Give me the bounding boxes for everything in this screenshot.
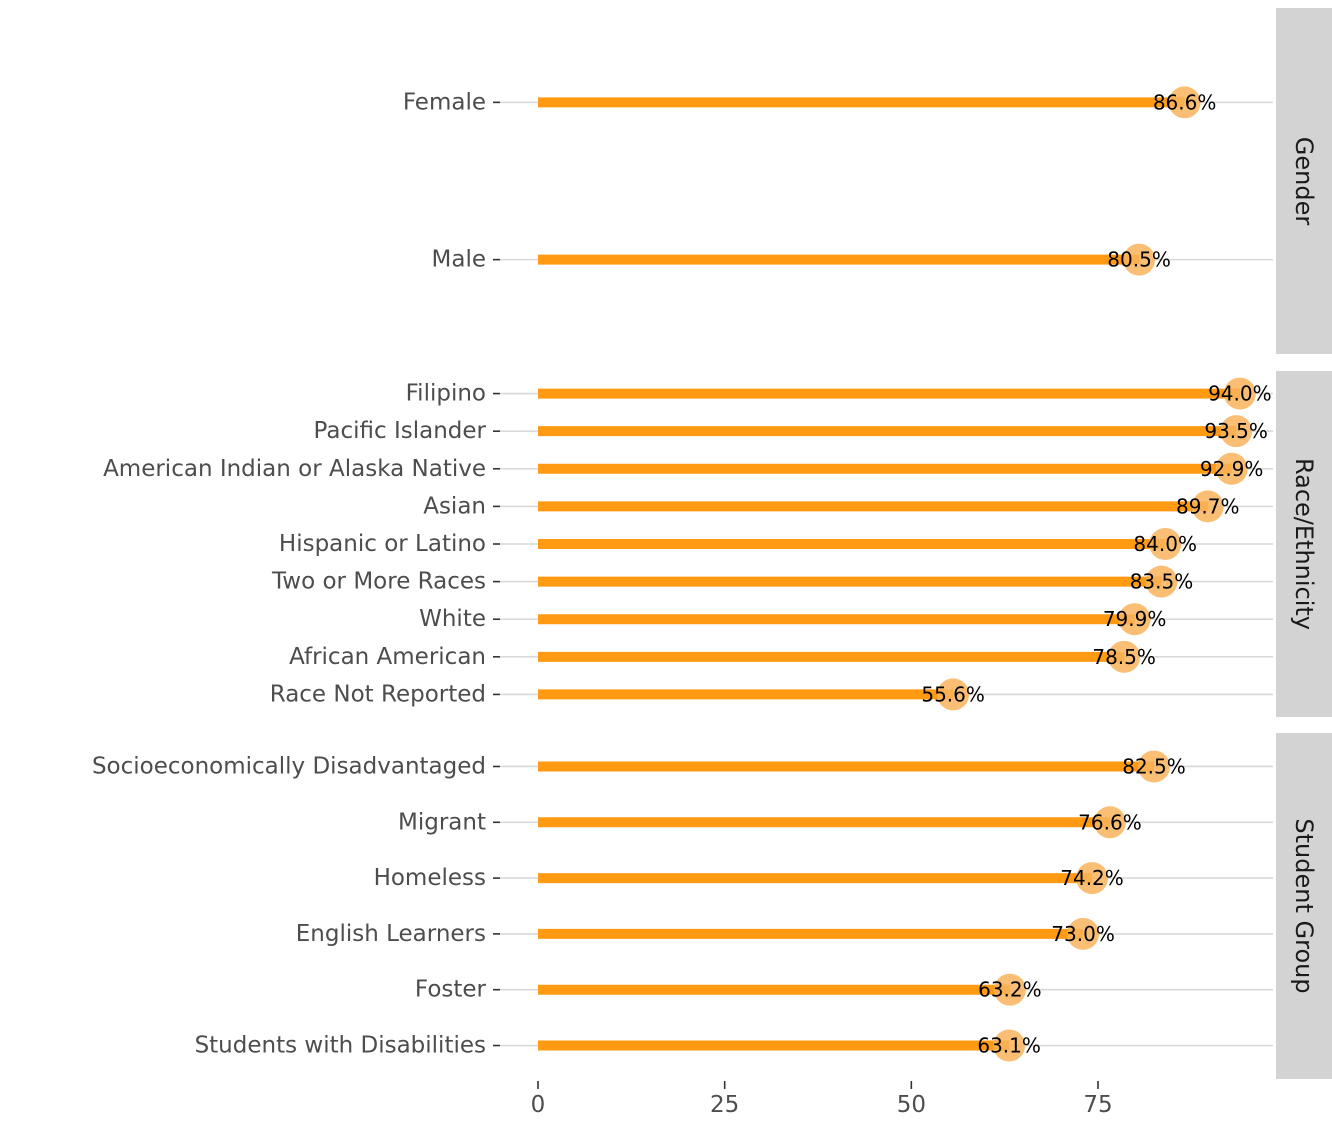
lollipop-point	[1108, 640, 1141, 673]
x-tick-label: 75	[1083, 1092, 1112, 1118]
lollipop-point	[993, 1029, 1026, 1062]
facet-strip-0	[1276, 8, 1332, 354]
lollipop-point	[937, 678, 970, 711]
value-label: 76.6%	[1078, 810, 1142, 834]
value-label: 84.0%	[1133, 532, 1197, 556]
x-tick-label: 25	[710, 1092, 739, 1118]
lollipop-point	[993, 973, 1026, 1006]
category-label: Students with Disabilities	[195, 1033, 486, 1059]
x-tick-label: 50	[897, 1092, 926, 1118]
value-label: 80.5%	[1107, 248, 1171, 272]
lollipop-point	[1076, 862, 1109, 895]
facet-strip-2	[1276, 733, 1332, 1079]
value-label: 83.5%	[1130, 570, 1194, 594]
value-label: 93.5%	[1204, 419, 1268, 443]
facet-strip-1	[1276, 371, 1332, 717]
category-label: African American	[289, 644, 486, 670]
facet-panel-1: Filipino 94.0% Pacific Islander 93.5% Americ…	[103, 371, 1332, 717]
value-label: 82.5%	[1122, 754, 1186, 778]
value-label: 86.6%	[1153, 90, 1217, 114]
category-label: White	[419, 606, 486, 632]
category-label: Male	[432, 247, 486, 273]
category-label: Migrant	[398, 809, 486, 835]
facet-panel-2: Socioeconomically Disadvantaged 82.5% Migr…	[92, 733, 1332, 1079]
value-label: 89.7%	[1176, 494, 1240, 518]
category-label: Hispanic or Latino	[279, 531, 486, 557]
category-label: Pacific Islander	[314, 418, 487, 444]
value-label: 63.1%	[977, 1034, 1041, 1058]
category-label: Filipino	[406, 381, 486, 407]
facet-strip-label: Student Group	[1290, 818, 1318, 993]
category-label: Socioeconomically Disadvantaged	[92, 753, 486, 779]
category-label: Female	[403, 89, 486, 115]
category-label: American Indian or Alaska Native	[103, 456, 486, 482]
value-label: 55.6%	[921, 682, 985, 706]
lollipop-point	[1220, 415, 1253, 448]
facet-panel-0: Female 86.6% Male 80.5% Gender	[403, 8, 1332, 354]
lollipop-point	[1215, 452, 1248, 485]
lollipop-point	[1223, 377, 1256, 410]
facet-strip-label: Gender	[1290, 137, 1318, 226]
lollipop-point	[1067, 917, 1100, 950]
lollipop-point	[1168, 86, 1201, 119]
category-label: Race Not Reported	[270, 681, 486, 707]
category-label: Homeless	[374, 865, 486, 891]
lollipop-point	[1145, 565, 1178, 598]
value-label: 92.9%	[1200, 457, 1264, 481]
facet-strip-label: Race/Ethnicity	[1290, 458, 1318, 630]
value-label: 73.0%	[1051, 922, 1115, 946]
lollipop-point	[1149, 528, 1182, 560]
lollipop-point	[1123, 243, 1156, 276]
category-label: Foster	[415, 977, 487, 1003]
value-label: 74.2%	[1060, 866, 1124, 890]
x-axis: 0 25 50 75	[531, 1081, 1113, 1118]
x-tick-label: 0	[531, 1092, 546, 1118]
lollipop-point	[1138, 750, 1170, 783]
lollipop-point	[1118, 603, 1151, 636]
value-label: 94.0%	[1208, 382, 1272, 406]
lollipop-point	[1191, 490, 1224, 523]
lollipop-point	[1093, 806, 1126, 839]
category-label: English Learners	[296, 921, 486, 947]
category-label: Two or More Races	[271, 569, 486, 595]
value-label: 79.9%	[1103, 607, 1167, 631]
value-label: 78.5%	[1092, 645, 1156, 669]
value-label: 63.2%	[978, 978, 1042, 1002]
category-label: Asian	[423, 493, 486, 519]
